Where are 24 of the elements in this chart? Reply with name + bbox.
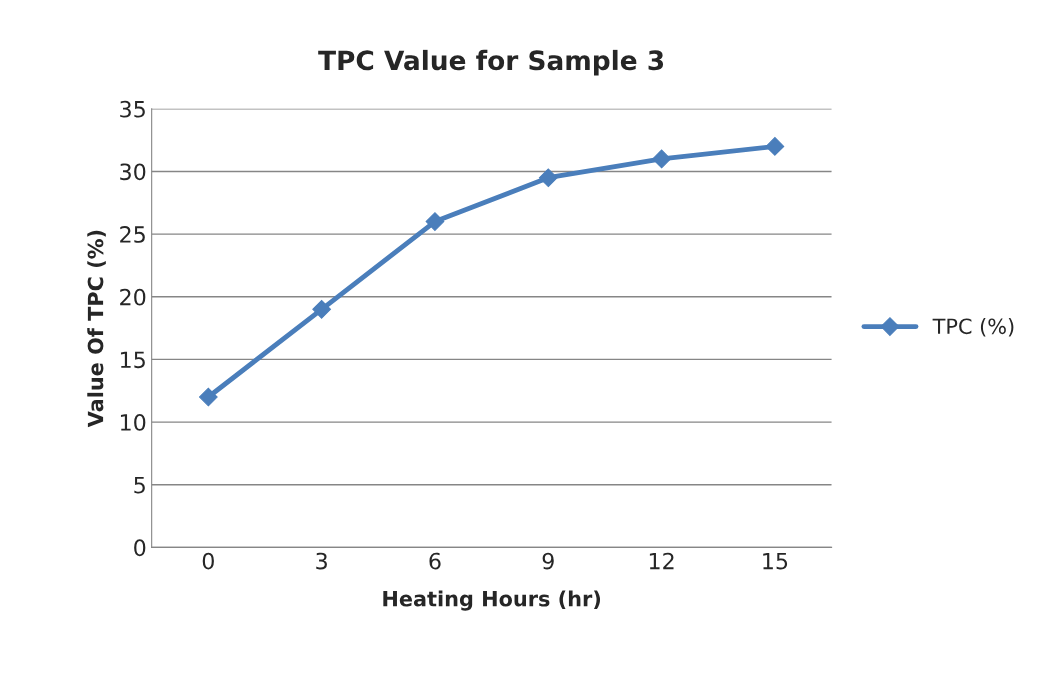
point <box>652 149 671 169</box>
x-tick-label: 3 <box>316 552 327 570</box>
y-tick-label: 5 <box>134 476 145 494</box>
y-axis-title: Value Of TPC (%) <box>87 230 106 428</box>
point <box>425 212 445 231</box>
x-tick-label: 6 <box>429 552 441 570</box>
y-tick-label: 30 <box>120 163 146 181</box>
y-tick-label: 0 <box>134 539 146 557</box>
chart-title: TPC Value for Sample 3 <box>318 49 664 76</box>
legend-label: TPC (%) <box>932 318 1014 337</box>
point <box>765 137 785 156</box>
point <box>538 168 558 188</box>
y-tick-label: 35 <box>120 100 145 118</box>
y-tick-label: 25 <box>120 226 145 243</box>
y-tick-label: 10 <box>120 414 146 431</box>
x-tick-label: 0 <box>202 552 214 570</box>
x-tick-label: 15 <box>763 552 788 570</box>
x-axis-title: Heating Hours (hr) <box>383 590 601 611</box>
x-tick-label: 9 <box>542 552 554 570</box>
point <box>312 299 331 319</box>
x-tick-label: 12 <box>649 552 674 570</box>
y-tick-label: 15 <box>120 351 145 369</box>
point <box>198 387 218 407</box>
y-tick-label: 20 <box>120 288 146 306</box>
